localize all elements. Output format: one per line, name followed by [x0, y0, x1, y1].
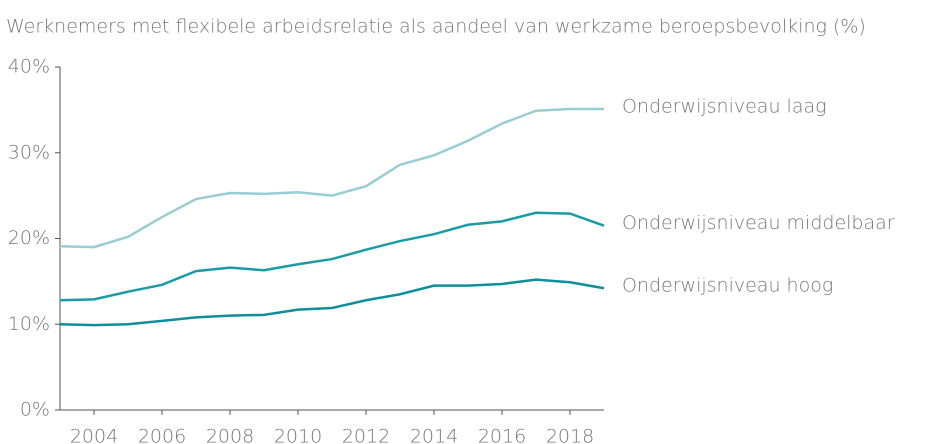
x-tick-label: 2018: [546, 426, 594, 444]
x-tick-label: 2010: [274, 426, 322, 444]
x-tick-label: 2008: [206, 426, 254, 444]
x-tick-label: 2004: [70, 426, 118, 444]
series-line: [59, 107, 604, 249]
y-tick-label: 10%: [8, 313, 50, 335]
y-tick-label: 40%: [8, 56, 50, 78]
x-tick-label: 2012: [342, 426, 390, 444]
x-tick-label: 2016: [478, 426, 526, 444]
series-label: Onderwijsniveau hoog: [622, 275, 833, 297]
y-tick-label: 0%: [20, 399, 50, 421]
series-line: [59, 211, 605, 302]
x-tick-label: 2006: [138, 426, 186, 444]
series-label: Onderwijsniveau laag: [622, 96, 827, 118]
y-tick-label: 30%: [8, 141, 50, 163]
series-line: [59, 278, 605, 327]
x-tick-label: 2014: [410, 426, 458, 444]
y-tick-label: 20%: [8, 227, 50, 249]
chart-title: Werknemers met flexibele arbeidsrelatie …: [6, 16, 866, 38]
series-label: Onderwijsniveau middelbaar: [622, 212, 895, 234]
